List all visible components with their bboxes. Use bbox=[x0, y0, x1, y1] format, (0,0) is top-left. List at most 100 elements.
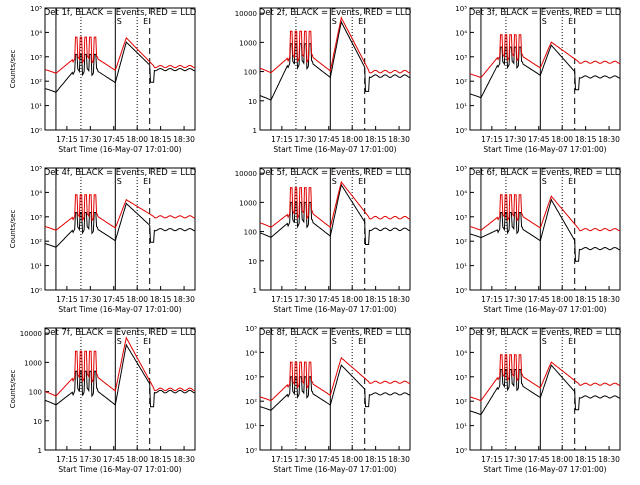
y-tick-label: 10⁵ bbox=[455, 5, 467, 13]
plot-frame bbox=[44, 7, 196, 131]
chart-panel-3: Det 3f, BLACK = Events, RED = LLD Start T… bbox=[455, 5, 621, 154]
x-tick-label: 18:15 bbox=[150, 455, 172, 464]
start-marker-label: S bbox=[332, 17, 337, 26]
y-tick-label: 10⁰ bbox=[455, 447, 467, 455]
y-tick-label: 1000 bbox=[239, 199, 257, 207]
y-tick-label: 10³ bbox=[245, 374, 257, 382]
series-lld-line bbox=[44, 336, 196, 397]
series-events-line bbox=[259, 20, 410, 101]
chart-title: Det 9f, BLACK = Events, RED = LLD bbox=[469, 328, 622, 338]
x-tick-label: 18:30 bbox=[388, 135, 410, 144]
y-tick-label: 1000 bbox=[239, 39, 257, 47]
x-axis-label: Start Time (16-May-07 17:01:00) bbox=[483, 305, 606, 314]
start-marker-label: S bbox=[542, 177, 547, 186]
x-tick-label: 18:15 bbox=[575, 295, 597, 304]
series-events-line bbox=[259, 364, 411, 411]
y-tick-label: 10 bbox=[248, 98, 257, 106]
x-tick-label: 18:00 bbox=[126, 295, 148, 304]
y-tick-label: 10³ bbox=[455, 214, 467, 222]
x-tick-label: 17:30 bbox=[505, 295, 527, 304]
series-events-line bbox=[44, 41, 196, 93]
x-tick-label: 17:30 bbox=[295, 455, 317, 464]
series-events-line bbox=[259, 183, 411, 245]
x-tick-label: 17:30 bbox=[80, 455, 102, 464]
x-tick-label: 17:45 bbox=[103, 135, 125, 144]
y-tick-label: 100 bbox=[29, 389, 42, 397]
start-marker-label: S bbox=[542, 17, 547, 26]
y-tick-label: 10⁵ bbox=[30, 5, 42, 13]
x-tick-label: 18:30 bbox=[388, 455, 410, 464]
x-tick-label: 18:15 bbox=[365, 135, 387, 144]
x-tick-label: 17:15 bbox=[481, 455, 503, 464]
x-tick-label: 17:45 bbox=[103, 455, 125, 464]
x-tick-label: 18:30 bbox=[173, 135, 195, 144]
y-tick-label: 10¹ bbox=[455, 423, 467, 431]
x-tick-label: 17:45 bbox=[318, 295, 340, 304]
end-marker-label: E bbox=[568, 177, 573, 186]
start-marker-label: S bbox=[332, 177, 337, 186]
end-marker-label: E bbox=[358, 17, 363, 26]
x-tick-label: 17:30 bbox=[80, 135, 102, 144]
y-tick-label: 10² bbox=[455, 78, 467, 86]
x-tick-label: 18:30 bbox=[598, 455, 620, 464]
x-tick-label: 18:30 bbox=[598, 295, 620, 304]
y-tick-label: 10000 bbox=[20, 330, 42, 338]
chart-title: Det 7f, BLACK = Events, RED = LLD bbox=[44, 328, 197, 338]
end-marker-label: E bbox=[568, 337, 573, 346]
series-events-line bbox=[469, 44, 620, 99]
y-tick-label: 1 bbox=[253, 287, 257, 295]
series-events-line bbox=[44, 343, 196, 408]
y-tick-label: 10⁴ bbox=[30, 189, 42, 197]
x-axis-label: Start Time (16-May-07 17:01:00) bbox=[273, 305, 396, 314]
x-tick-label: 18:15 bbox=[575, 135, 597, 144]
y-tick-label: 10⁴ bbox=[455, 189, 467, 197]
x-tick-label: 18:00 bbox=[126, 455, 148, 464]
chart-panel-8: Det 8f, BLACK = Events, RED = LLD Start T… bbox=[245, 325, 411, 474]
series-events-line bbox=[469, 364, 620, 416]
x-tick-label: 18:30 bbox=[173, 295, 195, 304]
start-marker-label: S bbox=[542, 337, 547, 346]
y-tick-label: 10⁰ bbox=[30, 287, 42, 295]
y-tick-label: 1 bbox=[253, 127, 257, 135]
x-tick-label: 17:30 bbox=[505, 455, 527, 464]
x-tick-label: 18:00 bbox=[126, 135, 148, 144]
x-tick-label: 17:15 bbox=[56, 135, 78, 144]
y-tick-label: 10¹ bbox=[455, 263, 467, 271]
x-tick-label: 17:15 bbox=[56, 455, 78, 464]
series-events-line bbox=[469, 198, 620, 262]
plot-frame bbox=[259, 327, 411, 451]
x-tick-label: 18:30 bbox=[598, 135, 620, 144]
plot-frame bbox=[259, 7, 411, 131]
x-tick-label: 17:15 bbox=[271, 455, 293, 464]
y-tick-label: 10¹ bbox=[245, 423, 257, 431]
y-tick-label: 1000 bbox=[24, 359, 42, 367]
x-tick-label: 17:15 bbox=[56, 295, 78, 304]
y-tick-label: 10³ bbox=[30, 214, 42, 222]
chart-title: Det 4f, BLACK = Events, RED = LLD bbox=[44, 168, 197, 178]
chart-panel-4: Det 4f, BLACK = Events, RED = LLD Counts/… bbox=[9, 165, 197, 314]
x-tick-label: 17:45 bbox=[528, 295, 550, 304]
y-tick-label: 10 bbox=[33, 418, 42, 426]
x-tick-label: 18:00 bbox=[341, 295, 363, 304]
y-tick-label: 10⁵ bbox=[245, 325, 257, 333]
y-tick-label: 10¹ bbox=[455, 103, 467, 111]
start-marker-label: S bbox=[117, 177, 122, 186]
chart-panel-7: Det 7f, BLACK = Events, RED = LLD Counts/… bbox=[9, 327, 197, 474]
chart-panel-2: Det 2f, BLACK = Events, RED = LLD Start T… bbox=[235, 7, 412, 154]
y-tick-label: 10⁵ bbox=[455, 325, 467, 333]
y-tick-label: 10000 bbox=[235, 170, 257, 178]
plot-frame bbox=[469, 327, 621, 451]
x-tick-label: 17:15 bbox=[271, 295, 293, 304]
end-marker-label: E bbox=[143, 177, 148, 186]
y-axis-label: Counts/sec bbox=[9, 210, 17, 249]
x-tick-label: 17:30 bbox=[295, 135, 317, 144]
x-tick-label: 17:45 bbox=[528, 455, 550, 464]
series-lld-line bbox=[259, 16, 411, 74]
chart-title: Det 3f, BLACK = Events, RED = LLD bbox=[469, 8, 622, 18]
end-marker-label: E bbox=[358, 177, 363, 186]
y-tick-label: 10⁰ bbox=[30, 127, 42, 135]
x-tick-label: 18:00 bbox=[551, 295, 573, 304]
plot-frame bbox=[469, 7, 621, 131]
start-marker-label: S bbox=[117, 17, 122, 26]
